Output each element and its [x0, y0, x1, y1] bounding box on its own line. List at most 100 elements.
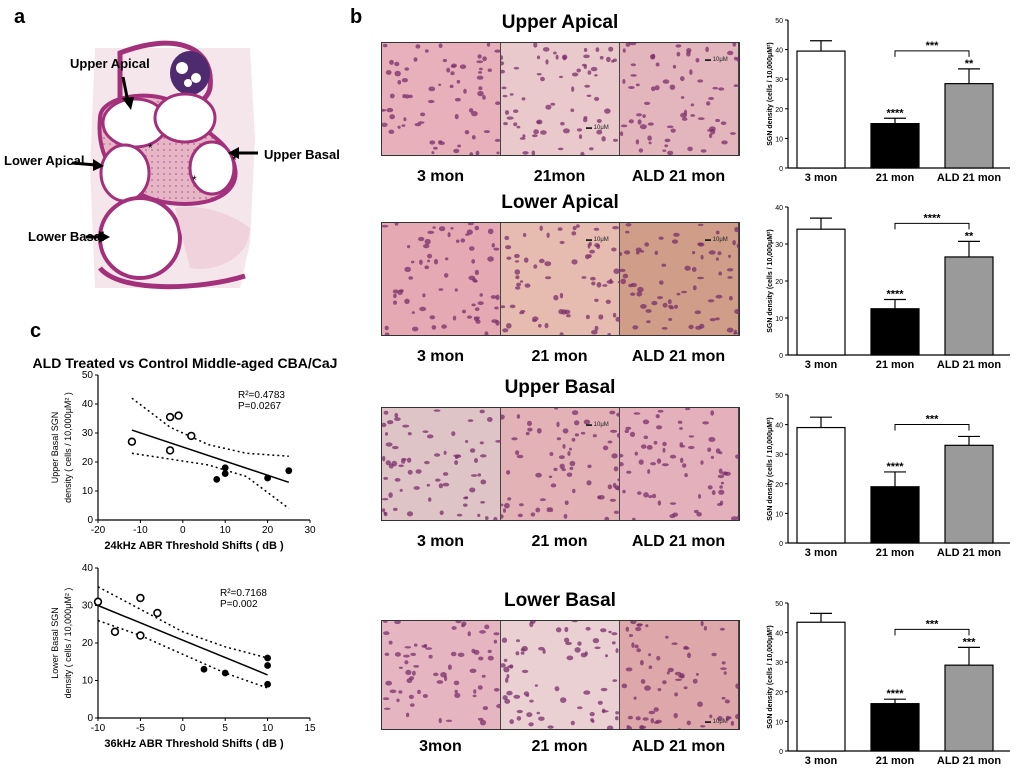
nucleus: [707, 447, 712, 453]
nucleus: [562, 444, 566, 449]
nucleus: [466, 315, 473, 319]
panel-letter-b: b: [350, 6, 363, 28]
nucleus: [453, 680, 460, 686]
nucleus: [427, 253, 433, 259]
nucleus: [638, 148, 644, 153]
nucleus: [548, 475, 553, 479]
nucleus: [622, 48, 626, 53]
nucleus: [532, 316, 539, 321]
nucleus: [490, 295, 497, 299]
nucleus: [718, 271, 722, 276]
nucleus: [531, 134, 538, 138]
nucleus: [655, 719, 662, 724]
nucleus: [563, 513, 568, 519]
nucleus: [617, 462, 624, 467]
nucleus: [431, 325, 437, 330]
nucleus: [502, 328, 509, 333]
bar: [870, 308, 920, 356]
y-tick-label: 40: [775, 205, 783, 212]
y-tick-label: 50: [775, 393, 783, 400]
nucleus: [509, 664, 514, 669]
nucleus: [394, 417, 401, 421]
nucleus: [732, 240, 736, 246]
nucleus: [735, 713, 739, 720]
nucleus: [454, 689, 458, 694]
nucleus: [592, 638, 600, 644]
nucleus: [451, 626, 457, 630]
nucleus: [648, 710, 656, 715]
nucleus: [555, 54, 559, 60]
nucleus: [598, 314, 604, 320]
nucleus: [382, 455, 386, 462]
nucleus: [419, 259, 423, 265]
image-label: ALD 21 mon: [631, 533, 726, 550]
nucleus: [671, 239, 679, 244]
nucleus: [657, 409, 664, 413]
nucleus: [413, 486, 420, 490]
nucleus: [495, 294, 500, 301]
nucleus: [382, 122, 388, 127]
data-point-filled: [221, 464, 229, 472]
nucleus: [477, 717, 484, 721]
data-point-open: [165, 446, 175, 455]
nucleus: [493, 688, 500, 692]
nucleus: [571, 231, 577, 236]
nucleus: [383, 410, 389, 415]
nucleus: [536, 73, 542, 76]
y-tick-label: 10: [775, 316, 783, 323]
nucleus: [527, 420, 532, 427]
nucleus: [625, 43, 631, 47]
y-tick-label: 40: [82, 563, 94, 574]
nucleus: [479, 441, 484, 445]
nucleus: [597, 700, 603, 705]
nucleus: [474, 225, 480, 231]
section-title: Upper Basal: [504, 377, 616, 398]
nucleus: [607, 484, 613, 490]
nucleus: [382, 498, 389, 501]
nucleus: [721, 696, 726, 700]
nucleus: [454, 288, 458, 292]
nucleus: [481, 674, 486, 678]
nucleus: [388, 129, 395, 134]
nucleus: [384, 432, 389, 436]
nucleus: [659, 280, 664, 285]
nucleus: [516, 414, 521, 419]
data-point-filled: [264, 662, 271, 669]
nucleus: [501, 86, 507, 90]
nucleus: [581, 276, 587, 279]
histology-tile: ▬ 10μM: [498, 408, 623, 520]
nucleus: [705, 46, 709, 53]
nucleus: [717, 474, 725, 479]
nucleus: [631, 642, 635, 648]
nucleus: [732, 43, 737, 47]
nucleus: [444, 675, 448, 682]
image-label: 3 mon: [416, 533, 465, 550]
nucleus: [674, 692, 678, 697]
nucleus: [433, 672, 439, 677]
nucleus: [675, 44, 682, 48]
nucleus: [516, 282, 522, 287]
nucleus: [560, 697, 567, 703]
nucleus: [673, 713, 678, 719]
nucleus: [398, 464, 404, 468]
bar: [944, 664, 994, 752]
nuclei-texture: [500, 224, 622, 335]
nucleus: [680, 96, 685, 99]
nucleus: [454, 460, 459, 465]
nucleus: [392, 445, 399, 450]
bar: [944, 256, 994, 356]
nucleus: [559, 463, 565, 469]
label-upper-basal: Upper Basal: [264, 147, 340, 162]
nucleus: [519, 503, 524, 507]
nucleus: [557, 147, 564, 151]
nucleus: [640, 444, 647, 449]
bar: [944, 444, 994, 544]
nucleus: [540, 130, 547, 135]
nucleus: [636, 291, 643, 297]
nucleus: [477, 71, 483, 74]
nucleus: [404, 266, 411, 272]
nucleus: [708, 97, 715, 100]
nucleus: [478, 656, 484, 661]
nucleus: [429, 140, 436, 145]
nucleus: [723, 671, 727, 675]
